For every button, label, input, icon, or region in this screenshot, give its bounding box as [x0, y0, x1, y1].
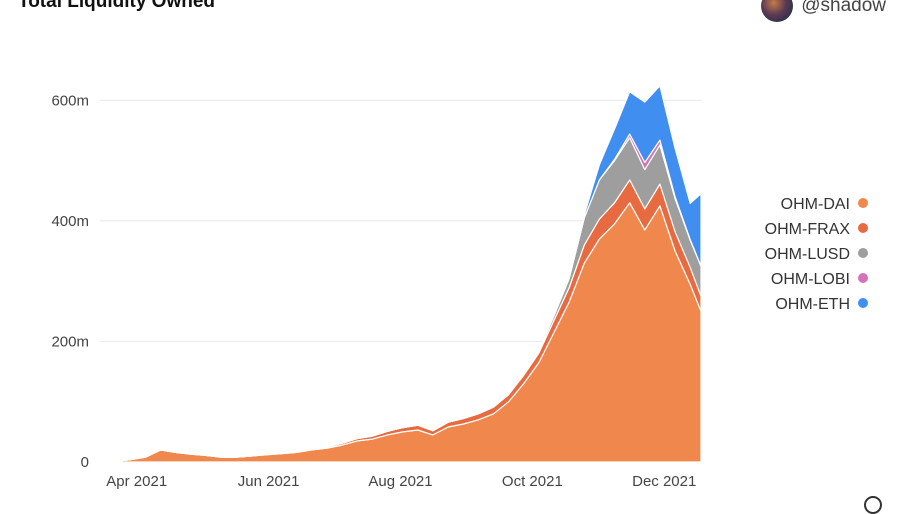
info-icon[interactable] — [864, 496, 882, 514]
y-tick-label: 0 — [81, 454, 89, 471]
legend-swatch — [858, 223, 868, 233]
x-tick-label: Oct 2021 — [502, 473, 563, 490]
x-tick-label: Apr 2021 — [106, 473, 167, 490]
legend-item-ohm-eth[interactable]: OHM-ETH — [765, 294, 868, 319]
author-badge[interactable]: @shadow — [761, 0, 886, 22]
y-tick-label: 600m — [51, 92, 89, 109]
legend-label: OHM-FRAX — [764, 221, 850, 238]
avatar — [761, 0, 794, 22]
x-tick-label: Dec 2021 — [632, 473, 696, 490]
series-areas — [99, 85, 702, 463]
area-ohm-eth[interactable] — [99, 85, 702, 463]
legend-swatch — [858, 248, 868, 258]
legend-swatch — [858, 198, 868, 208]
legend-label: OHM-LOBI — [770, 271, 850, 288]
legend-label: OHM-LUSD — [764, 246, 850, 263]
legend-item-ohm-lusd[interactable]: OHM-LUSD — [765, 244, 868, 269]
legend-item-ohm-lobi[interactable]: OHM-LOBI — [765, 269, 868, 294]
legend-label: OHM-ETH — [775, 296, 850, 313]
legend-swatch — [858, 298, 868, 308]
x-axis-ticks: Apr 2021 Jun 2021 Aug 2021 Oct 2021 Dec 2021 — [106, 473, 696, 490]
legend-swatch — [858, 273, 868, 283]
author-handle: @shadow — [801, 0, 886, 16]
liquidity-chart: 0 200m 400m 600m Apr 2021 Jun 2021 Aug 2021 Oc… — [51, 85, 702, 490]
legend-item-ohm-frax[interactable]: OHM-FRAX — [765, 219, 868, 244]
x-tick-label: Jun 2021 — [238, 473, 300, 490]
y-axis-ticks: 0 200m 400m 600m — [51, 92, 89, 471]
x-tick-label: Aug 2021 — [368, 473, 432, 490]
chart-title: Total Liquidity Owned — [18, 0, 216, 12]
legend-label: OHM-DAI — [780, 196, 850, 213]
y-tick-label: 400m — [51, 213, 89, 230]
area-ohm-dai[interactable] — [99, 202, 702, 463]
y-tick-label: 200m — [51, 333, 89, 350]
legend-item-ohm-dai[interactable]: OHM-DAI — [765, 194, 868, 219]
legend: OHM-DAI OHM-FRAX OHM-LUSD OHM-LOBI OHM-ETH — [765, 194, 868, 319]
